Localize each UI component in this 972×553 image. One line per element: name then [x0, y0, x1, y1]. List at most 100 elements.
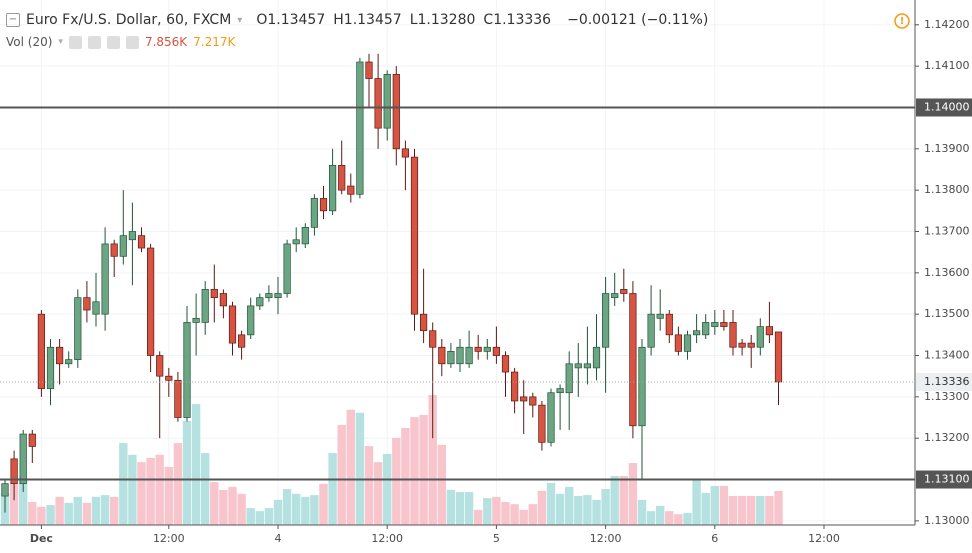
candle-body: [265, 293, 273, 298]
add-button[interactable]: [106, 35, 120, 49]
volume-bar: [28, 502, 37, 525]
settings-button[interactable]: [87, 35, 101, 49]
candle-body: [228, 305, 237, 344]
candle-body: [429, 330, 437, 348]
alert-icon[interactable]: [894, 13, 910, 29]
volume-bar: [419, 414, 428, 525]
candle-body: [137, 235, 146, 249]
volume-bar: [328, 453, 337, 525]
volume-bar: [228, 486, 237, 525]
volume-bar: [537, 490, 547, 525]
candle-body: [1, 483, 9, 497]
candle-body: [156, 355, 164, 377]
more-button[interactable]: [125, 35, 139, 49]
candle-body: [128, 231, 137, 241]
menu-arrow[interactable]: ▾: [237, 14, 243, 26]
volume-bar: [637, 499, 647, 525]
collapse-button[interactable]: −: [6, 13, 20, 27]
candle-body: [556, 388, 564, 394]
change: −0.00121 (−0.11%): [567, 12, 709, 28]
volume-bar: [756, 495, 765, 525]
volume-bar: [674, 514, 683, 525]
candle-body: [656, 313, 664, 319]
ohlc-value: 1.13457: [267, 12, 326, 28]
candle-body: [447, 351, 455, 365]
candle-body: [356, 61, 364, 195]
price-label: 1.13100: [924, 473, 970, 486]
volume-bar: [128, 454, 137, 525]
candle-body: [74, 297, 82, 360]
volume-bar: [301, 496, 310, 525]
volume-bar: [182, 421, 192, 525]
candle-body: [738, 342, 746, 348]
candle-body: [420, 313, 428, 332]
y-tick-label: 1.13000: [924, 514, 970, 527]
volume-bar: [437, 444, 447, 525]
candle-body: [538, 404, 546, 443]
candle-body: [301, 227, 309, 245]
volume-bar: [574, 495, 583, 525]
candle-body: [183, 322, 191, 418]
volume-bar: [610, 476, 619, 525]
candle-body: [729, 322, 737, 348]
volume-bar: [82, 502, 92, 525]
candle-body: [56, 346, 64, 365]
y-tick-label: 1.13500: [924, 307, 970, 320]
volume-bar: [73, 496, 83, 525]
candle-body: [401, 148, 410, 158]
volume-bar: [601, 489, 610, 525]
ohlc-values: O 1.13457 H 1.13457 L 1.13280 C 1.13336: [248, 12, 551, 28]
x-tick-label: 4: [275, 532, 282, 545]
candle-body: [674, 334, 683, 352]
volume-bar: [628, 463, 638, 525]
candle-body: [774, 331, 783, 383]
candle-body: [319, 198, 328, 212]
candle-body: [219, 293, 228, 307]
candle-body: [683, 334, 692, 352]
candle-body: [520, 396, 528, 402]
y-tick-label: 1.14200: [924, 18, 970, 31]
candle-body: [565, 363, 573, 394]
candle-body: [602, 293, 610, 348]
candle-body: [583, 363, 592, 369]
candle-body: [383, 74, 391, 129]
volume-bar: [246, 508, 255, 525]
volume-bar: [510, 504, 519, 525]
volume-bar: [46, 505, 55, 525]
candle-body: [338, 165, 346, 191]
volume-bar: [428, 395, 437, 525]
x-tick-label: 6: [711, 532, 718, 545]
y-tick-label: 1.13600: [924, 266, 970, 279]
volume-bar: [701, 492, 710, 525]
candle-body: [483, 346, 491, 352]
candle-body: [256, 297, 264, 307]
candle-body: [638, 346, 646, 427]
eye-button[interactable]: [68, 35, 82, 49]
candle-body: [10, 458, 18, 485]
volume-bar: [747, 495, 756, 525]
candle-body: [529, 396, 537, 406]
candle-body: [65, 359, 73, 365]
volume-bar: [737, 495, 747, 525]
menu-arrow[interactable]: ▾: [58, 37, 63, 47]
volume-bar: [373, 462, 383, 525]
current-price-label: 1.13336: [924, 375, 970, 388]
candle-body: [201, 289, 209, 323]
candle-body: [292, 239, 300, 245]
volume-bar: [719, 486, 729, 525]
volume-bar: [710, 486, 720, 525]
price-label-box: [916, 470, 972, 489]
volume-bar: [164, 466, 174, 525]
candle-body: [174, 379, 182, 418]
volume-bar: [683, 512, 692, 525]
volume-bar: [119, 443, 128, 525]
candle-body: [247, 305, 255, 336]
y-tick-label: 1.13200: [924, 431, 970, 444]
y-tick-label: 1.13400: [924, 349, 970, 362]
candle-body: [620, 289, 628, 294]
candle-body: [711, 322, 719, 327]
ohlc-value: 1.13280: [417, 12, 476, 28]
header: − Euro Fx/U.S. Dollar, 60, FXCM ▾ O 1.134…: [6, 12, 708, 28]
volume-bar: [555, 493, 565, 525]
